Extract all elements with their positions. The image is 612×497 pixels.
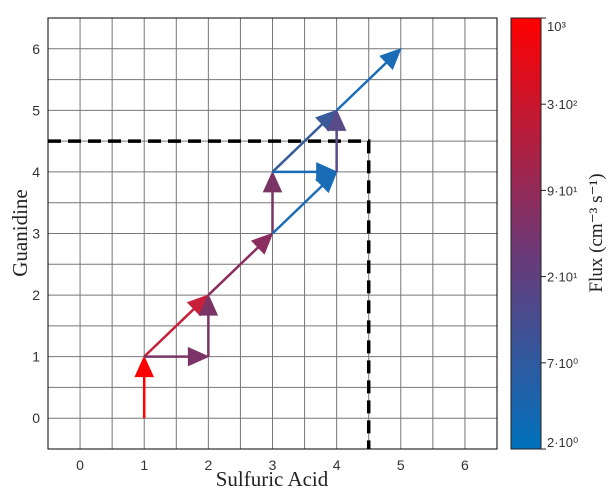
- x-axis-title: Sulfuric Acid: [216, 467, 329, 491]
- colorbar-tick-label: 2·10⁰: [547, 435, 578, 450]
- flux-arrow-shaft: [207, 246, 259, 296]
- flux-arrow-shaft: [143, 308, 195, 358]
- flux-arrow-head: [262, 170, 283, 193]
- flux-arrows: [134, 47, 402, 419]
- flux-arrow-shaft: [271, 123, 324, 173]
- flux-arrow: [207, 232, 274, 296]
- colorbar-tick-label: 10³: [547, 19, 566, 34]
- flux-arrow: [272, 162, 338, 182]
- colorbar-tick-label: 9·10¹: [547, 183, 578, 198]
- tick-labels: 0 1 2 3 4 5 6 0 1 2 3 4 5 6: [32, 41, 469, 473]
- flux-arrow-head: [134, 355, 154, 378]
- flux-arrow-head: [198, 293, 219, 316]
- y-tick-label: 6: [32, 41, 40, 57]
- y-tick-label: 3: [32, 226, 40, 242]
- colorbar-tick-label: 3·10²: [547, 97, 578, 112]
- flux-arrow-head: [379, 47, 402, 71]
- flux-arrow-head: [316, 162, 338, 182]
- x-tick-label: 2: [204, 457, 212, 473]
- flux-arrow-head: [250, 232, 274, 255]
- flux-arrow: [198, 293, 219, 357]
- flux-arrow-shaft: [335, 61, 388, 112]
- flux-arrow: [262, 170, 283, 234]
- x-tick-label: 3: [269, 457, 277, 473]
- x-tick-label: 6: [461, 457, 469, 473]
- threshold-line: [48, 139, 371, 449]
- y-axis-title: Guanidine: [8, 189, 32, 276]
- y-tick-label: 5: [32, 102, 40, 118]
- flux-arrow: [335, 47, 402, 112]
- x-tick-label: 1: [140, 457, 148, 473]
- flux-arrow-shaft: [271, 184, 324, 235]
- threshold-lines: [48, 139, 371, 449]
- colorbar-ticks: 10³ 3·10² 9·10¹ 2·10¹ 7·10⁰ 2·10⁰: [541, 17, 578, 450]
- y-tick-label: 0: [32, 410, 40, 426]
- flux-arrow-head: [187, 346, 210, 367]
- colorbar-tick-label: 7·10⁰: [547, 356, 578, 371]
- flux-arrow: [144, 346, 210, 367]
- colorbar-label: Flux (cm⁻³ s⁻¹): [586, 173, 607, 292]
- colorbar: [510, 17, 542, 450]
- colorbar-tick-label: 2·10¹: [547, 270, 578, 285]
- y-tick-label: 1: [32, 349, 40, 365]
- x-tick-label: 0: [76, 457, 84, 473]
- flux-arrow: [326, 109, 347, 172]
- plot-frame: [47, 17, 498, 450]
- y-tick-label: 2: [32, 287, 40, 303]
- y-tick-label: 4: [32, 164, 40, 180]
- x-tick-label: 4: [333, 457, 341, 473]
- flux-arrow-head: [326, 109, 347, 131]
- flux-arrow: [134, 355, 154, 419]
- x-tick-label: 5: [397, 457, 405, 473]
